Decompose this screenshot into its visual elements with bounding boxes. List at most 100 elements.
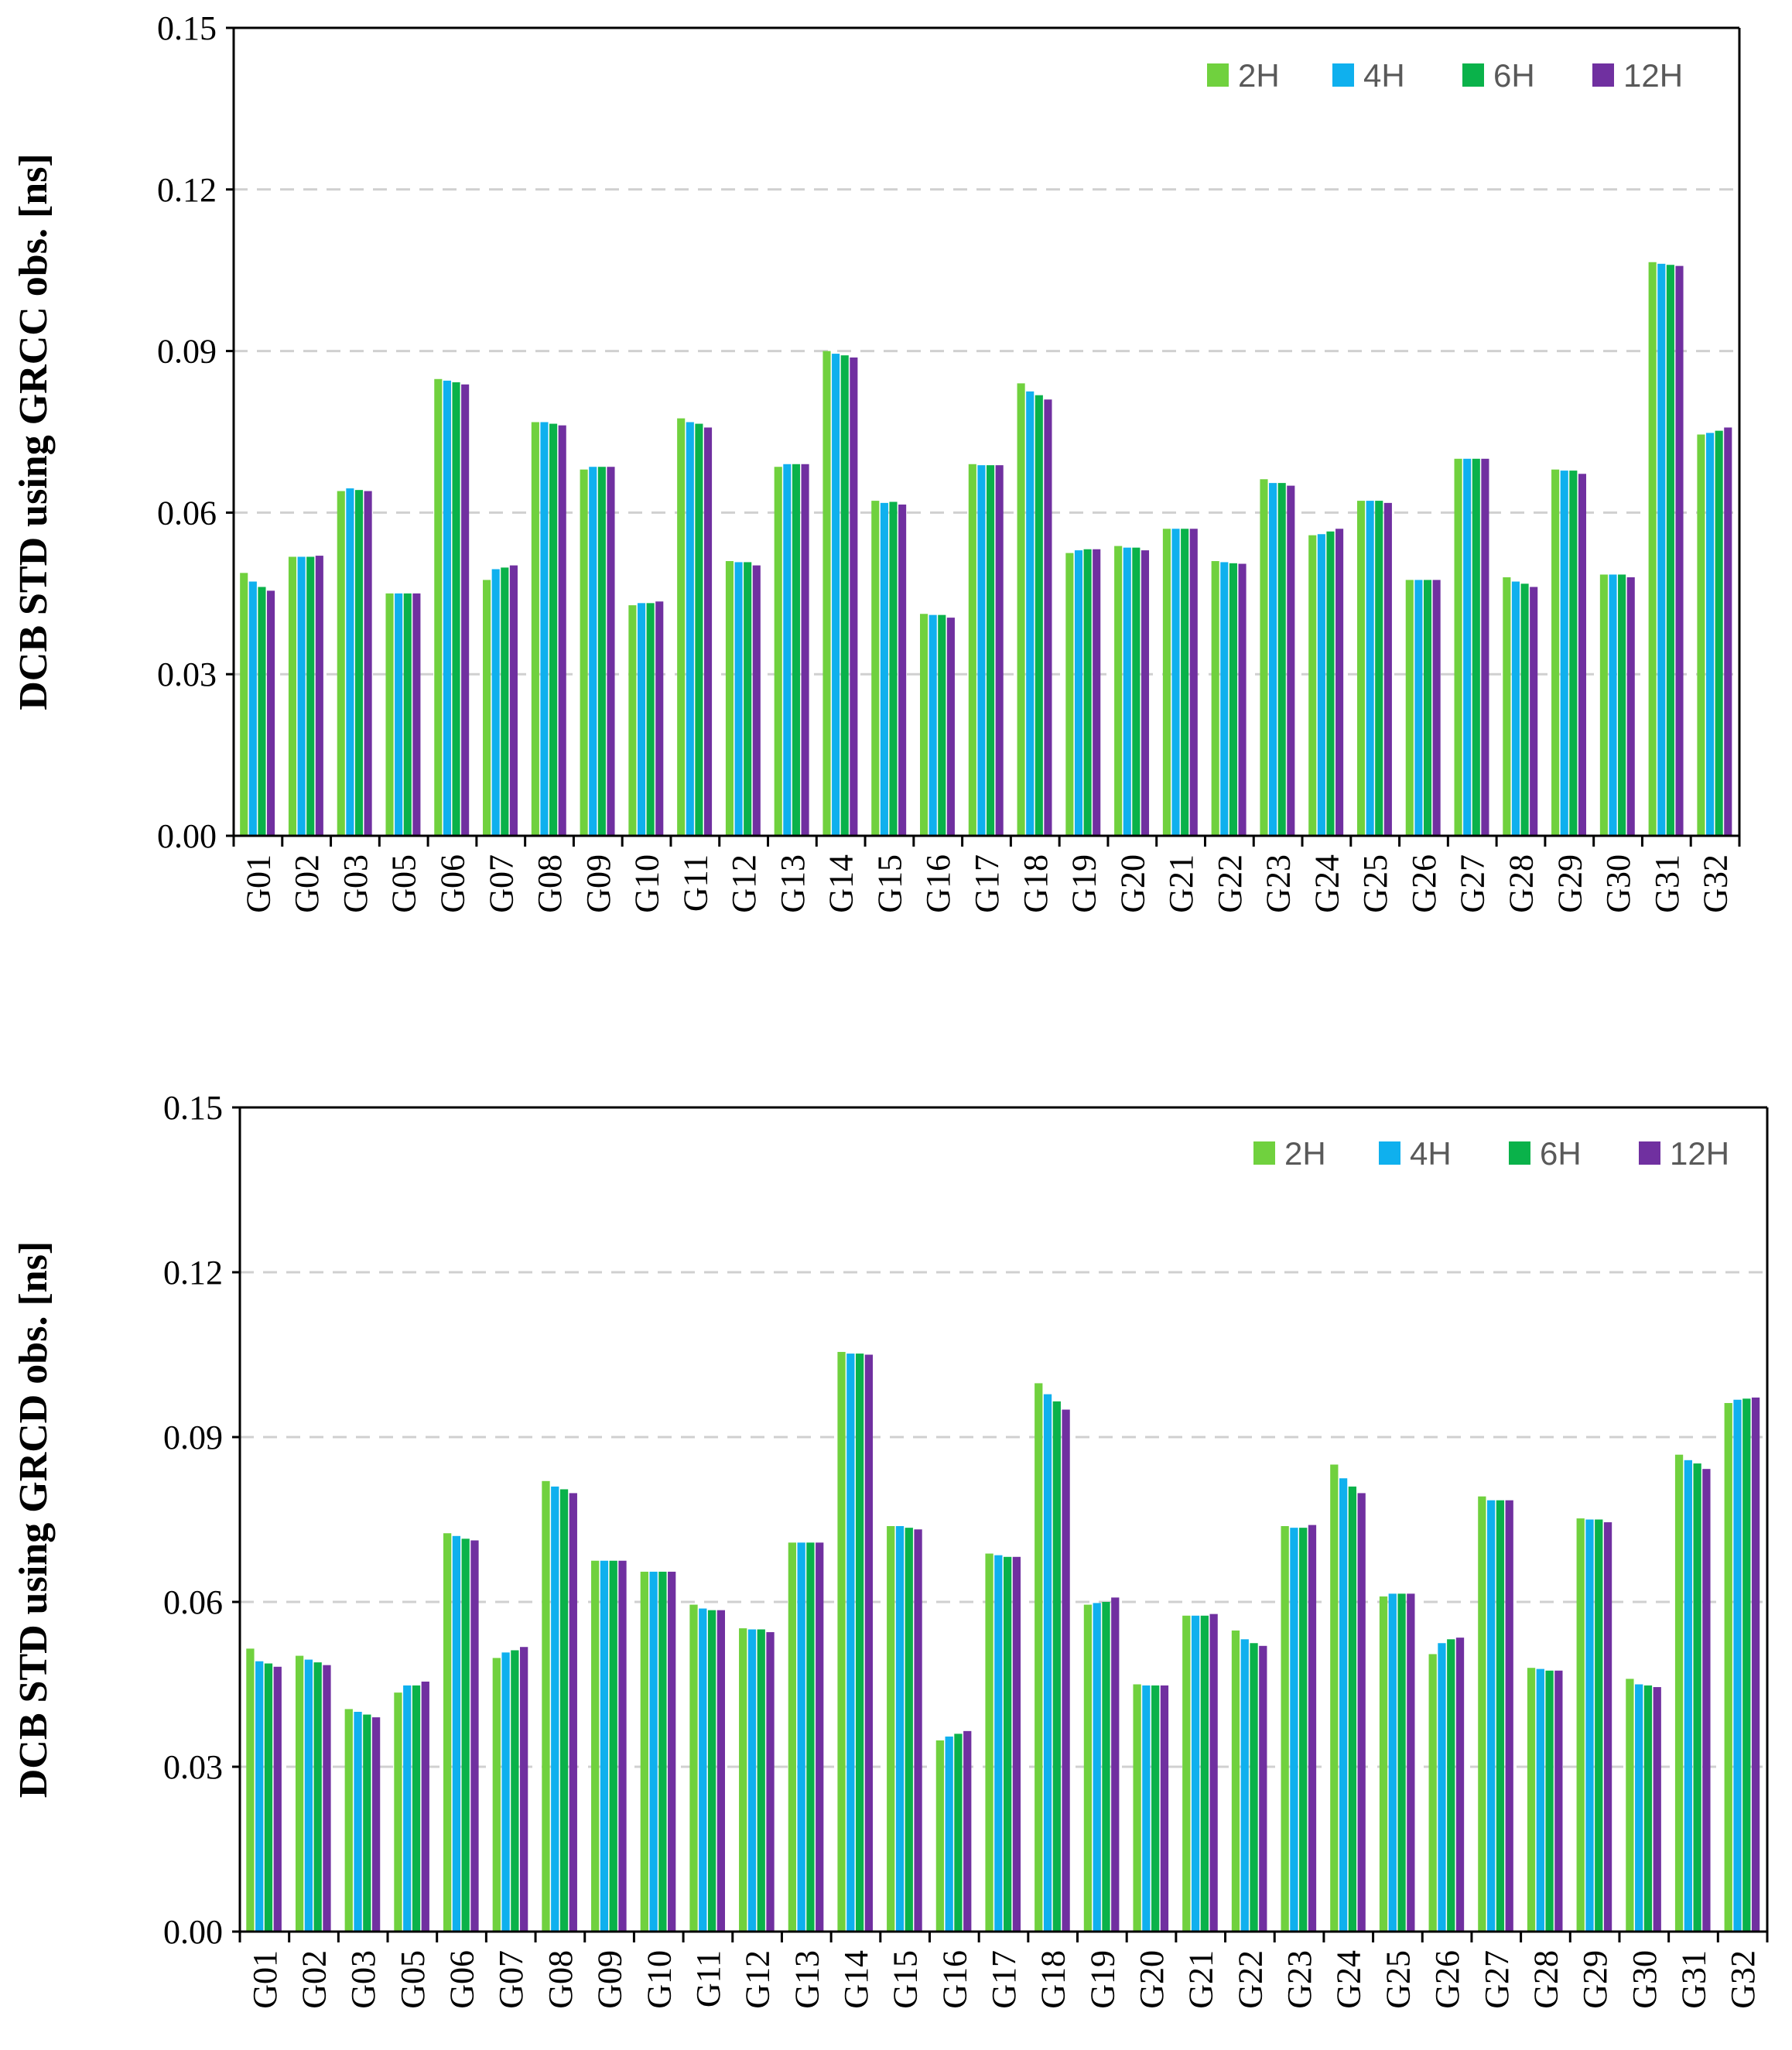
bar-12H-G27 xyxy=(1505,1500,1513,1932)
bar-2H-G05 xyxy=(385,593,394,836)
bar-6H-G08 xyxy=(559,1489,569,1932)
bar-2H-G15 xyxy=(871,501,880,836)
bar-4H-G11 xyxy=(699,1608,707,1932)
x-tick-label: G09 xyxy=(591,1950,629,2009)
bar-12H-G23 xyxy=(1287,485,1295,836)
bar-6H-G15 xyxy=(889,501,898,836)
bar-12H-G07 xyxy=(509,565,518,836)
bar-2H-G06 xyxy=(434,378,443,836)
legend-swatch-6H xyxy=(1462,63,1484,87)
bar-2H-G11 xyxy=(677,418,686,836)
bar-2H-G12 xyxy=(725,561,734,836)
bar-4H-G12 xyxy=(747,1629,757,1932)
bar-6H-G02 xyxy=(313,1662,322,1932)
bar-6H-G11 xyxy=(695,423,703,836)
x-tick-label: G18 xyxy=(1035,1950,1072,2009)
bar-4H-G02 xyxy=(304,1659,313,1932)
bar-6H-G10 xyxy=(658,1571,667,1932)
bar-2H-G29 xyxy=(1576,1518,1585,1932)
bar-12H-G15 xyxy=(914,1529,922,1932)
bar-6H-G19 xyxy=(1083,549,1092,836)
x-tick-label: G03 xyxy=(344,1950,382,2009)
bar-6H-G14 xyxy=(855,1354,864,1932)
bar-12H-G31 xyxy=(1675,265,1684,836)
bar-12H-G09 xyxy=(607,467,615,836)
chart-grcd-svg: 0.00 0.03 0.06 0.09 0.12 0.15 G01 G02 G03 G05 G06 G… xyxy=(12,1089,1769,2009)
bar-12H-G22 xyxy=(1238,563,1247,836)
bar-6H-G23 xyxy=(1299,1528,1308,1932)
bar-12H-G21 xyxy=(1209,1614,1218,1932)
bar-4H-G26 xyxy=(1414,580,1423,836)
bar-12H-G14 xyxy=(850,357,858,836)
x-tick-label: G22 xyxy=(1211,854,1249,913)
bar-6H-G26 xyxy=(1447,1639,1455,1932)
bar-6H-G23 xyxy=(1277,483,1286,836)
bar-6H-G03 xyxy=(354,490,364,836)
bar-12H-G28 xyxy=(1530,587,1538,836)
bar-12H-G06 xyxy=(461,384,470,836)
bar-2H-G13 xyxy=(774,467,782,836)
bar-6H-G30 xyxy=(1643,1685,1653,1932)
bar-2H-G19 xyxy=(1083,1604,1093,1932)
bar-2H-G16 xyxy=(935,1740,945,1932)
x-tick-label: G13 xyxy=(788,1950,826,2009)
x-tick-label: G24 xyxy=(1308,854,1346,913)
bar-12H-G21 xyxy=(1189,529,1198,836)
bar-6H-G29 xyxy=(1569,471,1578,836)
x-tick-label: G32 xyxy=(1724,1950,1762,2009)
bar-12H-G07 xyxy=(520,1647,528,1932)
x-tick-label: G27 xyxy=(1454,854,1492,913)
bar-12H-G19 xyxy=(1111,1597,1120,1932)
x-tick-label: G01 xyxy=(246,1950,284,2009)
bar-6H-G01 xyxy=(258,587,266,836)
bar-4H-G14 xyxy=(832,354,840,837)
x-tick-label: G11 xyxy=(676,854,714,912)
bar-6H-G22 xyxy=(1229,563,1237,836)
legend-swatch-4H xyxy=(1379,1141,1400,1165)
x-tick-label: G07 xyxy=(492,1950,530,2009)
legend-label-6H: 6H xyxy=(1493,57,1535,94)
bar-12H-G15 xyxy=(898,504,907,836)
bar-12H-G14 xyxy=(864,1354,874,1932)
bar-6H-G09 xyxy=(609,1560,617,1932)
bar-12H-G03 xyxy=(364,491,372,836)
bar-4H-G08 xyxy=(540,422,549,836)
x-tick-label: G31 xyxy=(1674,1950,1712,2009)
bar-6H-G22 xyxy=(1250,1643,1258,1932)
bar-12H-G32 xyxy=(1751,1397,1760,1932)
bar-4H-G17 xyxy=(977,465,986,836)
bar-6H-G03 xyxy=(363,1714,371,1932)
bar-4H-G19 xyxy=(1093,1603,1101,1932)
legend-label-2H: 2H xyxy=(1284,1135,1326,1172)
bar-4H-G06 xyxy=(452,1535,461,1932)
bar-2H-G23 xyxy=(1260,479,1268,836)
y-tick-label: 0.03 xyxy=(163,1748,223,1786)
bar-12H-G16 xyxy=(963,1730,972,1932)
legend-swatch-4H xyxy=(1332,63,1354,87)
bar-4H-G32 xyxy=(1733,1399,1742,1932)
bar-2H-G06 xyxy=(443,1533,452,1932)
bar-4H-G24 xyxy=(1317,534,1325,836)
bar-4H-G05 xyxy=(403,1685,412,1932)
legend-label-2H: 2H xyxy=(1238,57,1280,94)
bar-6H-G29 xyxy=(1595,1519,1603,1932)
bar-4H-G31 xyxy=(1684,1460,1692,1932)
bar-4H-G29 xyxy=(1585,1519,1594,1932)
bar-2H-G19 xyxy=(1065,553,1074,836)
bar-6H-G27 xyxy=(1472,458,1480,836)
x-tick-label: G11 xyxy=(689,1950,727,2007)
bar-6H-G15 xyxy=(905,1528,913,1932)
bar-6H-G05 xyxy=(412,1685,421,1932)
bar-4H-G30 xyxy=(1609,574,1617,836)
bar-2H-G18 xyxy=(1017,383,1025,836)
legend-label-4H: 4H xyxy=(1363,57,1405,94)
bar-12H-G13 xyxy=(816,1542,824,1932)
bar-6H-G13 xyxy=(806,1542,815,1932)
bar-12H-G01 xyxy=(273,1666,282,1932)
legend: 2H 4H 6H 12H xyxy=(1207,57,1683,94)
legend: 2H 4H 6H 12H xyxy=(1253,1135,1729,1172)
bar-2H-G17 xyxy=(968,464,976,836)
bar-2H-G13 xyxy=(788,1542,797,1932)
bar-12H-G30 xyxy=(1626,577,1635,836)
legend-swatch-2H xyxy=(1253,1141,1275,1165)
